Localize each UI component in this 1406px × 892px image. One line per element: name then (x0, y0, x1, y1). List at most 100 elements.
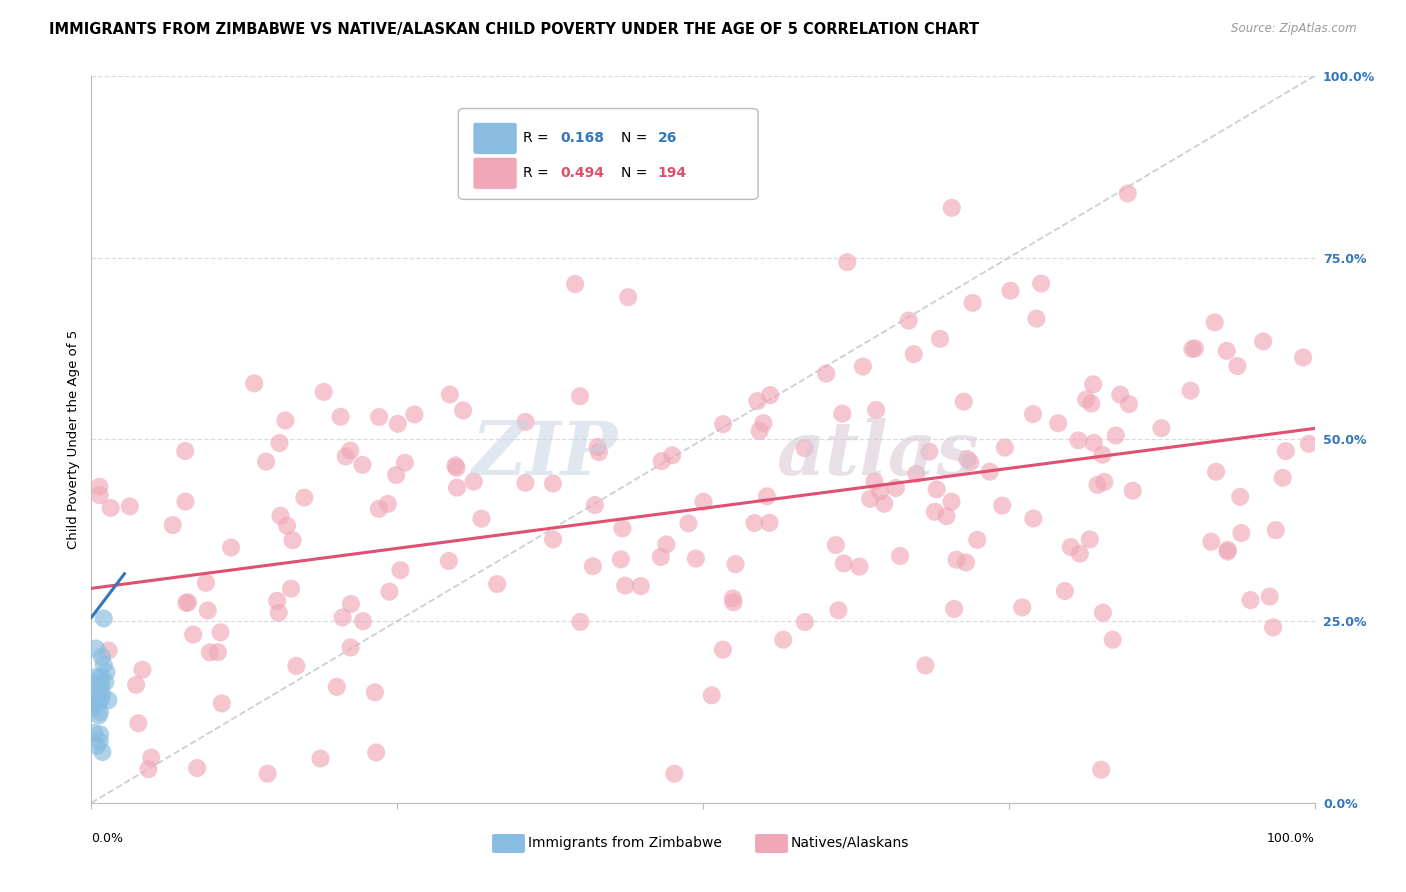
Point (470, 511, 492, 525)
Text: N =: N = (621, 131, 652, 145)
Point (378, 584, 401, 599)
Text: R =: R = (523, 166, 553, 180)
Point (935, 509, 957, 524)
Point (439, 387, 461, 401)
Point (979, 465, 1001, 479)
Point (1087, 478, 1109, 492)
Point (1083, 377, 1105, 392)
Point (1226, 359, 1249, 373)
Point (198, 645, 221, 659)
Point (515, 415, 537, 429)
Point (368, 410, 391, 425)
FancyBboxPatch shape (472, 157, 517, 189)
Point (692, 495, 714, 509)
Point (444, 458, 467, 473)
Point (678, 516, 700, 531)
Point (569, 389, 592, 403)
Point (326, 680, 349, 694)
Point (89, 480, 111, 494)
Point (711, 642, 734, 657)
Point (118, 500, 141, 514)
Point (991, 499, 1014, 513)
Point (564, 277, 586, 291)
Point (827, 603, 849, 617)
Point (1204, 315, 1226, 329)
Point (711, 417, 734, 432)
Point (93, 657, 115, 672)
Point (956, 452, 979, 467)
Point (96, 665, 118, 679)
Point (897, 313, 920, 327)
Point (207, 645, 229, 659)
Point (84, 675, 107, 690)
Point (352, 614, 374, 628)
Point (339, 640, 361, 655)
Point (748, 424, 770, 438)
Point (1239, 593, 1261, 607)
Point (583, 498, 606, 512)
Point (859, 491, 882, 506)
Point (869, 484, 891, 499)
Point (1116, 186, 1139, 201)
Point (90, 676, 112, 690)
Point (1101, 632, 1123, 647)
Point (541, 533, 564, 547)
Point (1029, 277, 1052, 291)
Point (387, 417, 409, 431)
Point (280, 582, 302, 596)
Point (141, 750, 163, 764)
Point (837, 255, 859, 269)
Text: 100.0%: 100.0% (1267, 832, 1315, 845)
Point (209, 625, 232, 640)
Point (1292, 351, 1315, 365)
FancyBboxPatch shape (472, 122, 517, 154)
Point (1216, 544, 1239, 558)
Point (865, 403, 887, 417)
Text: R =: R = (523, 131, 553, 145)
Point (352, 458, 374, 472)
Point (1275, 444, 1298, 458)
Point (994, 441, 1017, 455)
Point (724, 557, 747, 571)
Point (772, 632, 794, 647)
Point (89, 727, 111, 741)
Point (89, 681, 111, 695)
Point (1092, 475, 1115, 489)
Point (952, 394, 974, 409)
FancyBboxPatch shape (458, 109, 758, 200)
Point (755, 489, 778, 503)
Point (1264, 523, 1286, 537)
Point (86, 739, 108, 753)
Point (1118, 397, 1140, 411)
Point (1000, 284, 1022, 298)
Point (377, 497, 399, 511)
Point (292, 491, 315, 505)
Point (177, 595, 200, 609)
Point (1011, 600, 1033, 615)
Point (650, 549, 672, 564)
Point (211, 697, 233, 711)
Point (1205, 465, 1227, 479)
Point (651, 454, 673, 468)
Point (723, 595, 745, 609)
Point (1022, 511, 1045, 525)
Text: ZIP: ZIP (471, 417, 617, 490)
Point (1091, 606, 1114, 620)
Point (394, 456, 416, 470)
Point (89, 488, 111, 502)
Text: Source: ZipAtlas.com: Source: ZipAtlas.com (1232, 22, 1357, 36)
Point (832, 557, 855, 571)
Point (929, 332, 952, 346)
Text: IMMIGRANTS FROM ZIMBABWE VS NATIVE/ALASKAN CHILD POVERTY UNDER THE AGE OF 5 CORR: IMMIGRANTS FROM ZIMBABWE VS NATIVE/ALASK… (49, 22, 980, 37)
Point (610, 552, 633, 566)
Point (1025, 311, 1047, 326)
Point (91, 687, 114, 701)
Point (93, 611, 115, 625)
Y-axis label: Child Poverty Under the Age of 5: Child Poverty Under the Age of 5 (67, 330, 80, 549)
Point (86, 693, 108, 707)
Point (1229, 490, 1251, 504)
Point (586, 440, 609, 454)
Point (793, 615, 815, 629)
Point (924, 505, 946, 519)
Point (825, 538, 848, 552)
